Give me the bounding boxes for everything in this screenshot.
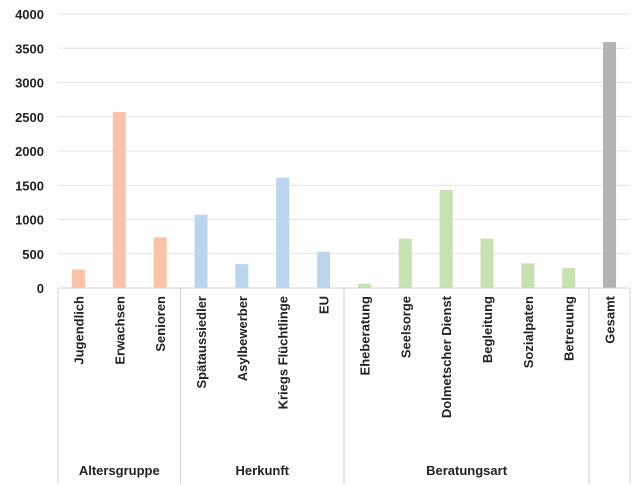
x-category-label: EU (317, 296, 332, 314)
bar (398, 238, 412, 288)
x-category-label: Seelsorge (398, 296, 413, 358)
x-category-label: Spätaussiedler (194, 296, 209, 389)
y-tick-label: 4000 (15, 7, 44, 22)
bar (153, 237, 167, 288)
x-category-label: Dolmetscher Dienst (439, 295, 454, 418)
y-tick-label: 1000 (15, 213, 44, 228)
bar (603, 42, 617, 289)
bar (71, 269, 85, 288)
y-tick-label: 2000 (15, 144, 44, 159)
group-label: Beratungsart (426, 463, 508, 478)
x-category-label: Erwachsen (112, 296, 127, 365)
bars (71, 42, 617, 289)
category-groups: Altersgruppe Herkunft Beratungsart (57, 288, 631, 484)
bar (521, 263, 535, 288)
bar (235, 264, 249, 288)
x-category-label: Eheberatung (357, 296, 372, 376)
bar (439, 190, 453, 288)
bar (276, 177, 290, 288)
x-category-label: Betreuung (562, 296, 577, 361)
x-category-label: Gesamt (603, 295, 618, 343)
bar (112, 111, 126, 288)
group-label: Herkunft (236, 463, 290, 478)
x-axis: Jugendlich Erwachsen Senioren Spätaussiedle… (58, 287, 630, 418)
x-category-label: Senioren (153, 296, 168, 352)
y-tick-label: 1500 (15, 178, 44, 193)
x-category-label: Asylbewerber (235, 296, 250, 381)
x-category-label: Kriegs Flüchtlinge (276, 296, 291, 409)
group-label: Altersgruppe (79, 463, 160, 478)
x-category-label: Sozialpaten (521, 296, 536, 368)
bar (194, 214, 208, 288)
bar (480, 238, 494, 288)
bar (317, 251, 331, 288)
y-tick-label: 2500 (15, 110, 44, 125)
y-tick-label: 0 (37, 281, 44, 296)
x-category-label: Jugendlich (71, 296, 86, 365)
y-axis: 0 500 1000 1500 2000 2500 3000 3500 4000 (15, 7, 44, 296)
gridlines (58, 13, 630, 255)
y-tick-label: 500 (22, 247, 44, 262)
x-category-label: Begleitung (480, 296, 495, 363)
y-tick-label: 3000 (15, 76, 44, 91)
y-tick-label: 3500 (15, 41, 44, 56)
bar (562, 268, 576, 288)
bar (357, 283, 371, 288)
